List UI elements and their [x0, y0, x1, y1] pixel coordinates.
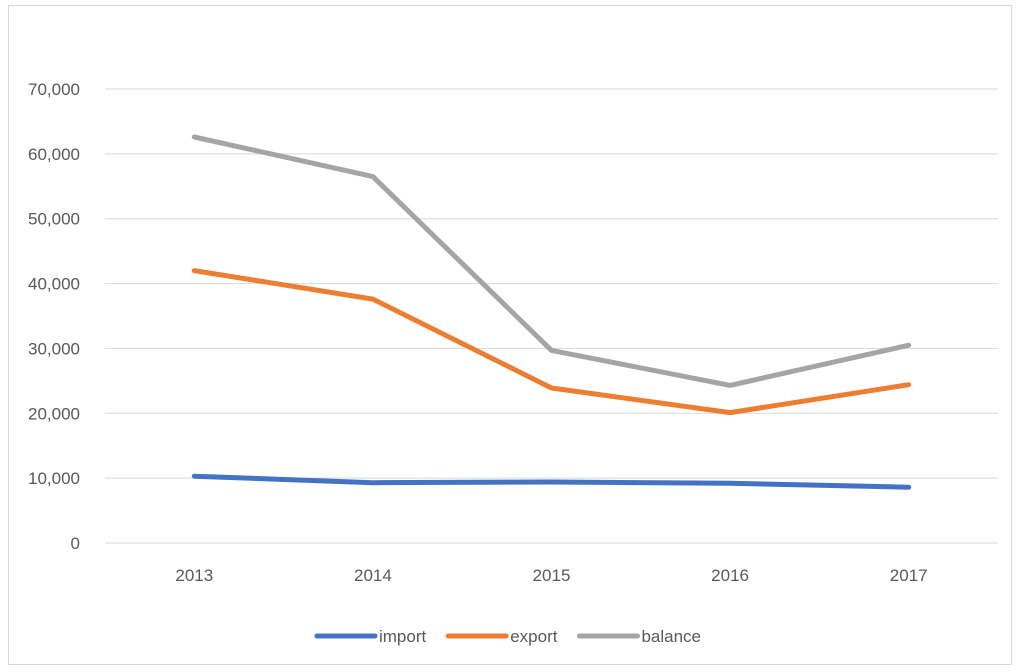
- y-tick-label: 50,000: [28, 210, 80, 229]
- x-tick-label: 2017: [890, 566, 928, 585]
- y-tick-label: 40,000: [28, 275, 80, 294]
- x-tick-label: 2016: [711, 566, 749, 585]
- legend-label: import: [379, 627, 427, 646]
- x-tick-label: 2015: [533, 566, 571, 585]
- legend-item-import: import: [314, 627, 427, 646]
- y-tick-label: 60,000: [28, 145, 80, 164]
- y-tick-label: 30,000: [28, 339, 80, 358]
- y-tick-label: 70,000: [28, 80, 80, 99]
- legend-label: balance: [641, 627, 701, 646]
- series-line-import: [191, 473, 912, 490]
- gridlines: [105, 88, 998, 544]
- x-axis-tick-labels: 2013 2014 2015 2016 2017: [175, 566, 927, 585]
- legend-item-export: export: [445, 627, 558, 646]
- legend: import export balance: [314, 627, 701, 646]
- series-lines: [191, 134, 912, 490]
- y-tick-label: 20,000: [28, 404, 80, 423]
- chart-frame: [8, 5, 1012, 665]
- y-tick-label: 10,000: [28, 469, 80, 488]
- series-line-balance: [191, 134, 912, 388]
- series-line-export: [191, 268, 912, 416]
- y-axis-tick-labels: 0 10,000 20,000 30,000 40,000 50,000 60,000 70,…: [28, 80, 80, 553]
- y-tick-label: 0: [71, 534, 80, 553]
- legend-label: export: [510, 627, 558, 646]
- legend-item-balance: balance: [576, 627, 701, 646]
- x-tick-label: 2013: [175, 566, 213, 585]
- x-tick-label: 2014: [354, 566, 392, 585]
